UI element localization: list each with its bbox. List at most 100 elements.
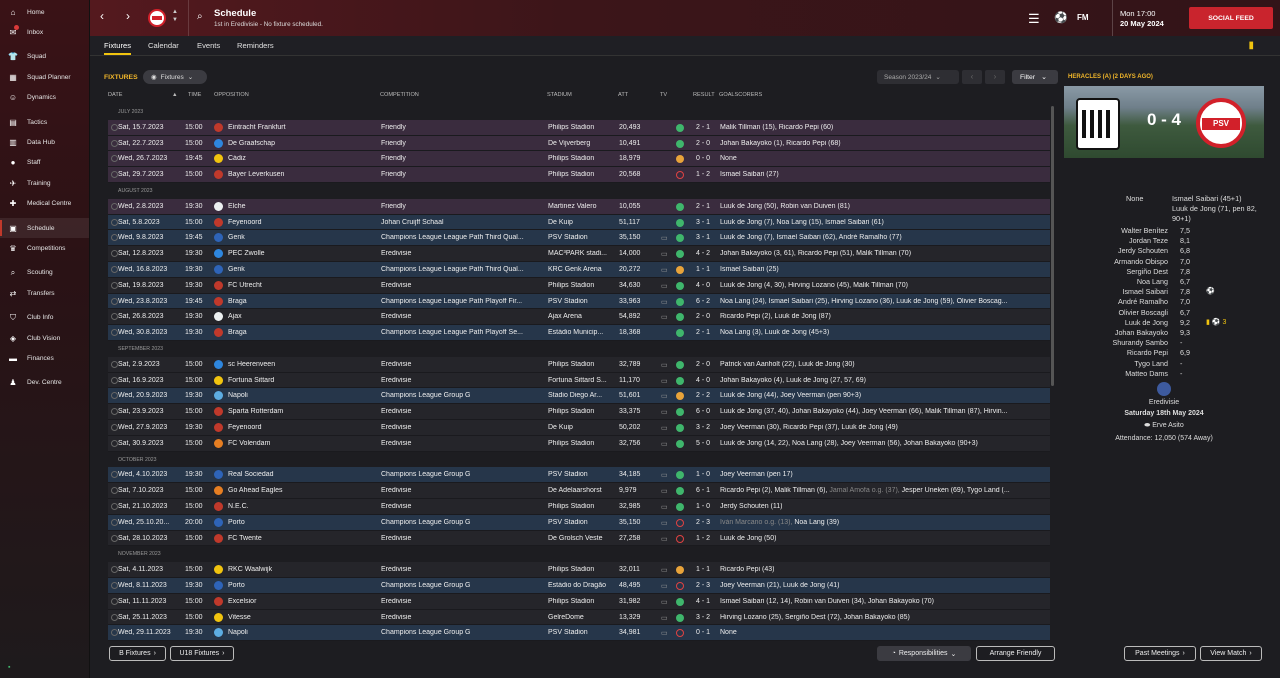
arrange-friendly-button[interactable]: Arrange Friendly	[976, 646, 1055, 661]
sidebar-item-staff[interactable]: ● Staff	[0, 153, 89, 173]
fixture-row[interactable]: Wed, 26.7.2023 19:45 Cádiz Friendly Philips …	[108, 151, 1050, 168]
fixture-row[interactable]: Sat, 5.8.2023 15:00 Feyenoord Johan Cruijff…	[108, 214, 1050, 231]
match-result[interactable]: 2 - 1	[696, 202, 711, 210]
player-rating-row[interactable]: Noa Lang 6,7	[1064, 277, 1264, 287]
opponent-name[interactable]: sc Heerenveen	[228, 360, 276, 368]
fixture-row[interactable]: Wed, 16.8.2023 19:30 Genk Champions League …	[108, 261, 1050, 278]
tab-calendar[interactable]: Calendar	[148, 41, 179, 50]
ball-icon[interactable]: ⚽	[1054, 12, 1068, 24]
player-rating-row[interactable]: Shurandy Sambo -	[1064, 338, 1264, 348]
fixture-row[interactable]: Sat, 4.11.2023 15:00 RKC Waalwijk Eredivisi…	[108, 562, 1050, 578]
opponent-name[interactable]: Bayer Leverkusen	[228, 171, 285, 179]
sidebar-item-training[interactable]: ✈ Training	[0, 173, 89, 193]
match-result[interactable]: 2 - 0	[696, 313, 711, 321]
match-result[interactable]: 4 - 0	[696, 376, 711, 384]
fm-logo[interactable]: FM	[1077, 13, 1089, 22]
competition-name[interactable]: Eredivisie	[381, 613, 412, 621]
col-time[interactable]: TIME	[188, 92, 202, 98]
opponent-name[interactable]: Elche	[228, 202, 246, 210]
row-select-radio[interactable]	[111, 297, 118, 305]
fixture-row[interactable]: Sat, 21.10.2023 15:00 N.E.C. Eredivisie Phil…	[108, 498, 1050, 515]
competition-name[interactable]: Champions League Group G	[381, 392, 471, 400]
last-match-title[interactable]: HERACLES (A) (2 DAYS AGO)	[1068, 74, 1153, 80]
opponent-name[interactable]: Napoli	[228, 392, 248, 400]
row-select-radio[interactable]	[111, 518, 118, 526]
competition-name[interactable]: Champions League Group G	[381, 629, 471, 637]
row-select-radio[interactable]	[111, 534, 118, 542]
opponent-name[interactable]: Feyenoord	[228, 218, 262, 226]
col-stadium[interactable]: STADIUM	[547, 92, 572, 98]
opponent-name[interactable]: Feyenoord	[228, 423, 262, 431]
row-select-radio[interactable]	[111, 329, 118, 337]
row-select-radio[interactable]	[111, 202, 118, 210]
competition-name[interactable]: Friendly	[381, 171, 406, 179]
player-rating-row[interactable]: Olivier Boscagli 6,7	[1064, 308, 1264, 318]
opponent-name[interactable]: Excelsior	[228, 597, 257, 605]
tab-reminders[interactable]: Reminders	[237, 41, 274, 50]
fixture-row[interactable]: Wed, 20.9.2023 19:30 Napoli Champions Leagu…	[108, 388, 1050, 405]
filter-button[interactable]: Filter ⌄	[1012, 70, 1058, 84]
sidebar-item-club-vision[interactable]: ◈ Club Vision	[0, 328, 89, 348]
search-icon[interactable]: ⌕	[197, 11, 203, 22]
match-result[interactable]: 6 - 0	[696, 408, 711, 416]
sidebar-item-schedule[interactable]: ▣ Schedule	[0, 217, 89, 239]
row-select-radio[interactable]	[111, 139, 118, 147]
match-result[interactable]: 0 - 1	[696, 629, 711, 637]
fixture-row[interactable]: Wed, 29.11.2023 19:30 Napoli Champions Leag…	[108, 625, 1050, 642]
fixture-row[interactable]: Sat, 7.10.2023 15:00 Go Ahead Eagles Erediv…	[108, 483, 1050, 499]
opponent-name[interactable]: Sparta Rotterdam	[228, 408, 284, 416]
match-result[interactable]: 1 - 1	[696, 566, 711, 574]
sidebar-item-club-info[interactable]: ⛉ Club Info	[0, 307, 89, 327]
opponent-name[interactable]: Braga	[228, 329, 247, 337]
sidebar-item-dynamics[interactable]: ☺ Dynamics	[0, 88, 89, 108]
col-result[interactable]: RESULT	[693, 92, 715, 98]
competition-name[interactable]: Champions League League Path Playoff Fir…	[381, 297, 523, 305]
sidebar-item-scouting[interactable]: ⌕ Scouting	[0, 263, 89, 283]
fixture-row[interactable]: Wed, 30.8.2023 19:30 Braga Champions League…	[108, 325, 1050, 341]
b-fixtures-button[interactable]: B Fixtures ›	[109, 646, 166, 661]
back-icon[interactable]: ‹	[100, 9, 104, 23]
opponent-name[interactable]: Go Ahead Eagles	[228, 487, 283, 495]
prev-season-button[interactable]: ‹	[962, 70, 982, 84]
opponent-name[interactable]: Braga	[228, 297, 247, 305]
competition-name[interactable]: Friendly	[381, 139, 406, 147]
sidebar-item-squad[interactable]: 👕 Squad	[0, 47, 89, 67]
sidebar-item-medical-centre[interactable]: ✚ Medical Centre	[0, 194, 89, 214]
opponent-name[interactable]: Vitesse	[228, 613, 251, 621]
competition-name[interactable]: Eredivisie	[381, 250, 412, 258]
player-rating-row[interactable]: Johan Bakayoko 9,3	[1064, 328, 1264, 338]
opponent-name[interactable]: PEC Zwolle	[228, 250, 265, 258]
col-att[interactable]: ATT	[618, 92, 629, 98]
date-box[interactable]: Mon 17:00 20 May 2024	[1112, 0, 1164, 36]
row-select-radio[interactable]	[111, 408, 118, 416]
match-result[interactable]: 2 - 3	[696, 581, 711, 589]
match-result[interactable]: 1 - 2	[696, 171, 711, 179]
title-search-area[interactable]: ⌕ Schedule 1st in Eredivisie - No fixtur…	[188, 0, 428, 36]
fixture-row[interactable]: Sat, 16.9.2023 15:00 Fortuna Sittard Erediv…	[108, 372, 1050, 389]
competition-name[interactable]: Eredivisie	[381, 376, 412, 384]
row-select-radio[interactable]	[111, 234, 118, 242]
row-select-radio[interactable]	[111, 439, 118, 447]
match-result[interactable]: 1 - 0	[696, 502, 711, 510]
player-rating-row[interactable]: Sergiño Dest 7,8	[1064, 267, 1264, 277]
scrollbar[interactable]	[1051, 106, 1054, 386]
row-select-radio[interactable]	[111, 597, 118, 605]
opponent-name[interactable]: Porto	[228, 581, 245, 589]
opponent-name[interactable]: FC Utrecht	[228, 281, 262, 289]
forward-icon[interactable]: ›	[126, 9, 130, 23]
row-select-radio[interactable]	[111, 171, 118, 179]
fixture-row[interactable]: Wed, 9.8.2023 19:45 Genk Champions League L…	[108, 230, 1050, 247]
opponent-name[interactable]: FC Twente	[228, 534, 262, 542]
opponent-name[interactable]: De Graafschap	[228, 139, 276, 147]
competition-name[interactable]: Johan Cruijff Schaal	[381, 218, 444, 226]
row-select-radio[interactable]	[111, 487, 118, 495]
competition-name[interactable]: Champions League League Path Playoff Se.…	[381, 329, 523, 337]
opponent-name[interactable]: Cádiz	[228, 155, 246, 163]
row-select-radio[interactable]	[111, 629, 118, 637]
sidebar-item-data-hub[interactable]: ▥ Data Hub	[0, 132, 89, 152]
opponent-name[interactable]: Genk	[228, 234, 245, 242]
row-select-radio[interactable]	[111, 502, 118, 510]
u18-fixtures-button[interactable]: U18 Fixtures ›	[170, 646, 234, 661]
opponent-name[interactable]: Eintracht Frankfurt	[228, 123, 286, 131]
competition-name[interactable]: Eredivisie	[381, 423, 412, 431]
